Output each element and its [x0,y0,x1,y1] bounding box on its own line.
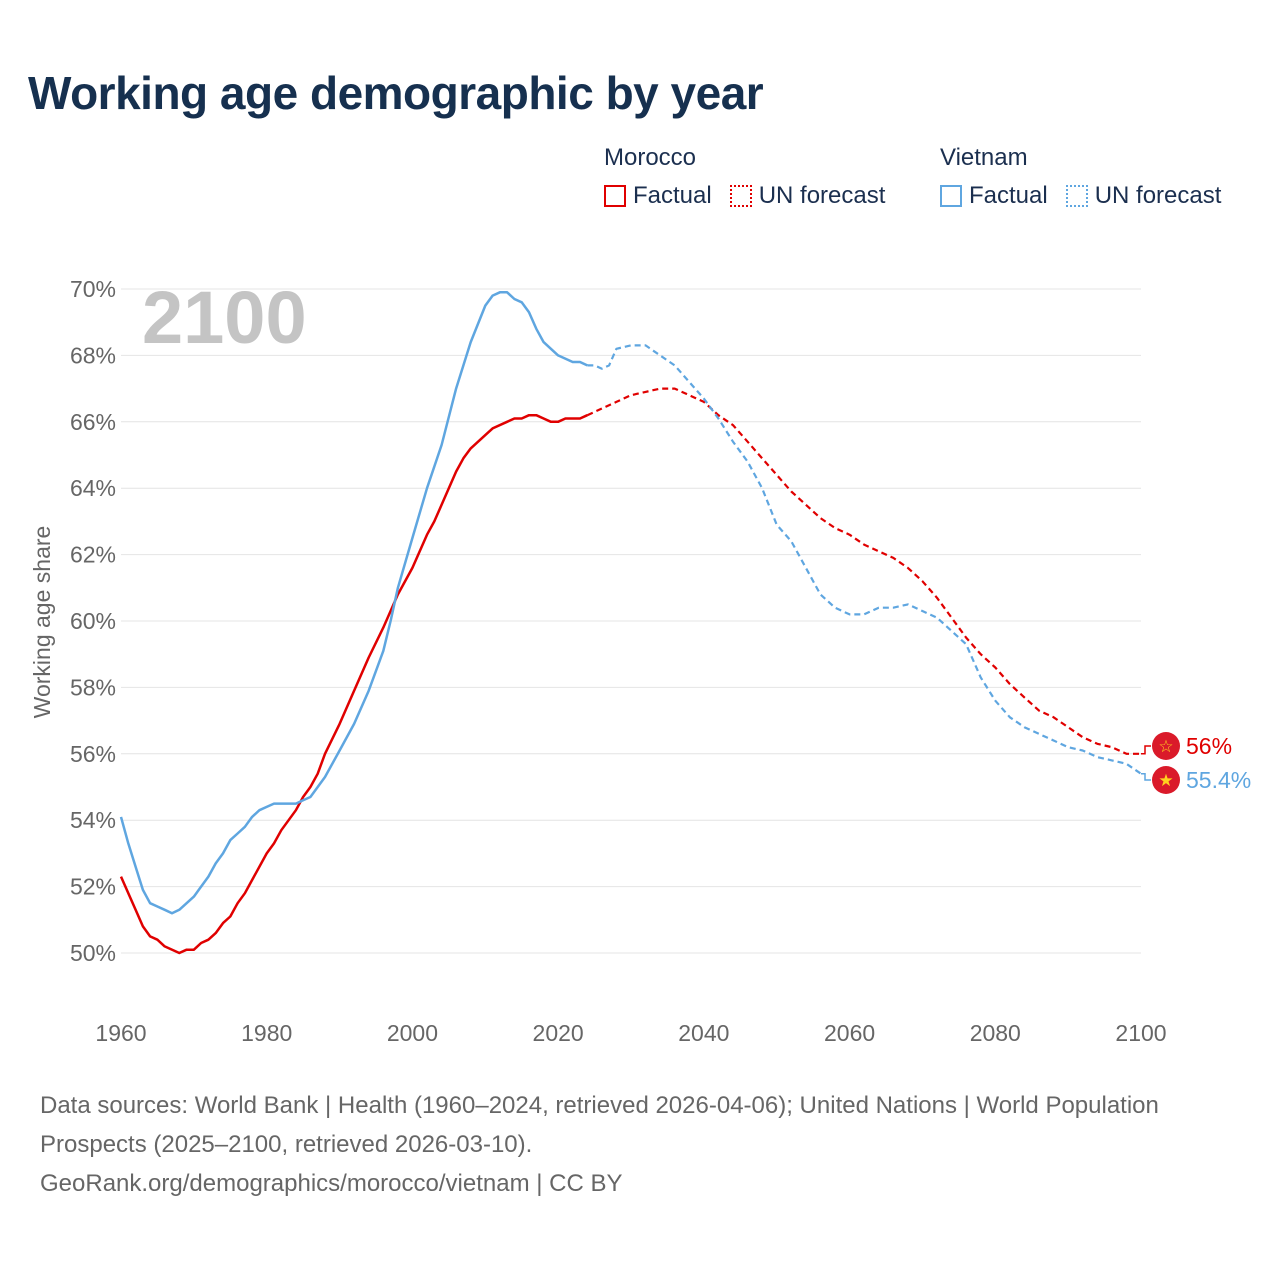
legend-vietnam-forecast[interactable]: UN forecast [1065,182,1222,210]
x-tick-label: 2000 [387,1020,438,1046]
vietnam-factual-line [119,291,588,915]
y-tick-label: 64% [70,475,116,501]
legend-vietnam-factual-label: Factual [969,182,1048,209]
morocco-factual-line [119,413,588,955]
legend-morocco-factual-swatch [604,185,626,207]
x-tick-label: 2060 [824,1020,875,1046]
y-tick-label: 56% [70,741,116,767]
vietnam-end-connector [1141,772,1151,781]
legend-vietnam-forecast-label: UN forecast [1094,182,1222,209]
y-tick-label: 62% [70,542,116,568]
legend-morocco-name: Morocco [604,144,697,171]
y-tick-label: 68% [70,342,116,368]
legend-vietnam-forecast-swatch [1065,185,1088,207]
x-tick-label: 2040 [678,1020,729,1046]
x-tick-label: 2100 [1115,1020,1166,1046]
legend-vietnam: Vietnam Factual UN forecast [940,144,1221,210]
legend-morocco-forecast-label: UN forecast [758,182,886,209]
gridlines [121,288,1141,954]
y-tick-label: 58% [70,674,116,700]
vietnam-forecast-line [587,344,1142,775]
end-markers: ☆ 56% ★ 55.4% [1141,732,1251,794]
morocco-end-connector [1141,745,1151,755]
legend-morocco-forecast[interactable]: UN forecast [729,182,886,210]
y-tick-label: 52% [70,874,116,900]
vietnam-flag-icon [1152,766,1180,794]
morocco-flag-star-icon: ☆ [1158,737,1173,757]
x-tick-label: 2020 [533,1020,584,1046]
year-watermark: 2100 [142,276,307,359]
legend-morocco-factual[interactable]: Factual [604,182,712,210]
legend-morocco: Morocco Factual UN forecast [604,144,885,210]
page-title: Working age demographic by year [28,67,764,119]
x-axis-ticks: 1960 1980 2000 2020 2040 2060 2080 2100 [95,1020,1166,1046]
y-tick-label: 50% [70,940,116,966]
legend-vietnam-factual-swatch [940,185,962,207]
y-tick-label: 60% [70,608,116,634]
x-tick-label: 1960 [95,1020,146,1046]
morocco-forecast-line [586,387,1141,755]
y-tick-label: 70% [70,276,116,302]
footer: Data sources: World Bank | Health (1960–… [40,1086,1190,1203]
source-url-text[interactable]: GeoRank.org/demographics/morocco/vietnam… [40,1170,623,1197]
vietnam-end-value-label: 55.4% [1186,767,1251,793]
vietnam-flag-star-icon: ★ [1158,771,1173,791]
legend-vietnam-factual[interactable]: Factual [940,182,1048,210]
y-axis-label: Working age share [29,526,55,719]
x-tick-label: 2080 [970,1020,1021,1046]
series-lines [119,291,1142,955]
morocco-end-value-label: 56% [1186,733,1232,759]
y-tick-label: 54% [70,807,116,833]
data-sources-text: Data sources: World Bank | Health (1960–… [40,1092,1159,1158]
legend-morocco-factual-label: Factual [633,182,712,209]
y-tick-label: 66% [70,409,116,435]
morocco-flag-icon [1152,732,1180,760]
legend-morocco-forecast-swatch [729,185,752,207]
y-axis-ticks: 50% 52% 54% 56% 58% 60% 62% 64% 66% 68% 70% [70,276,116,966]
legend-vietnam-name: Vietnam [940,144,1028,171]
x-tick-label: 1980 [241,1020,292,1046]
